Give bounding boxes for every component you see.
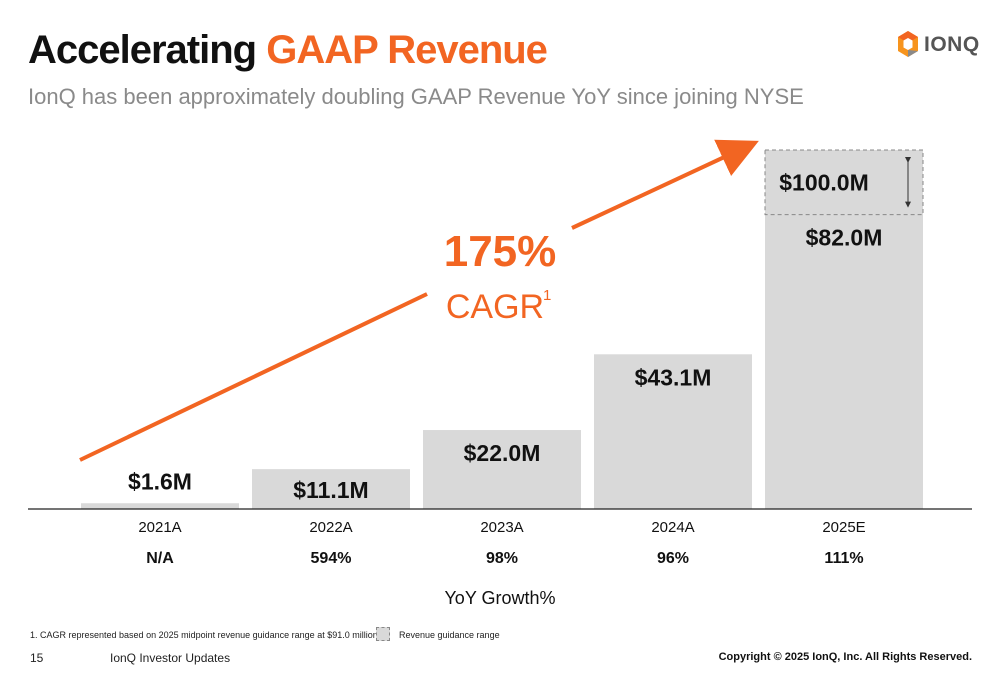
cagr-arrow-upper (571, 139, 759, 230)
value-label-2022A: $11.1M (293, 477, 368, 503)
value-label-2021A: $1.6M (128, 468, 192, 494)
title-accent: GAAP Revenue (266, 28, 548, 72)
yoy-growth-title: YoY Growth% (444, 588, 556, 608)
title-main: Accelerating (28, 28, 257, 72)
bar-2022A (252, 469, 410, 509)
category-label-2024A: 2024A (651, 519, 694, 536)
legend-guidance-label: Revenue guidance range (399, 630, 500, 640)
cagr-footnote-mark: 1 (543, 287, 551, 304)
category-label-2022A: 2022A (309, 519, 352, 536)
page-number: 15 (30, 651, 44, 665)
bar-2025E (765, 214, 923, 509)
yoy-growth-2025E: 111% (824, 550, 863, 567)
cagr-value: 175% (444, 227, 557, 276)
footnote: 1. CAGR represented based on 2025 midpoi… (30, 630, 378, 640)
category-label-2021A: 2021A (138, 519, 181, 536)
logo-text: IONQ (924, 33, 980, 56)
ionq-logo: IONQ (896, 28, 980, 62)
legend-guidance-swatch (376, 627, 390, 641)
bar-2021A (81, 503, 239, 509)
guidance-label-2025E: $100.0M (779, 169, 869, 195)
bar-2024A (594, 354, 752, 509)
copyright: Copyright © 2025 IonQ, Inc. All Rights R… (718, 651, 972, 663)
ionq-logo-icon (898, 31, 918, 57)
value-label-2023A: $22.0M (464, 440, 541, 466)
page-title: Accelerating GAAP Revenue (28, 28, 548, 73)
yoy-growth-2024A: 96% (657, 550, 689, 567)
yoy-growth-2022A: 594% (311, 550, 352, 567)
cagr-label: CAGR (446, 288, 544, 326)
cagr-arrow-lower (79, 292, 428, 462)
value-label-2025E: $82.0M (806, 225, 883, 251)
bar-2023A (423, 430, 581, 509)
yoy-growth-2021A: N/A (146, 550, 174, 567)
footer-doc-title: IonQ Investor Updates (110, 651, 231, 665)
page-subtitle: IonQ has been approximately doubling GAA… (28, 84, 804, 109)
yoy-growth-2023A: 98% (486, 550, 518, 567)
value-label-2024A: $43.1M (635, 364, 712, 390)
guidance-range-2025E (764, 149, 924, 216)
category-label-2025E: 2025E (822, 519, 865, 536)
category-label-2023A: 2023A (480, 519, 523, 536)
